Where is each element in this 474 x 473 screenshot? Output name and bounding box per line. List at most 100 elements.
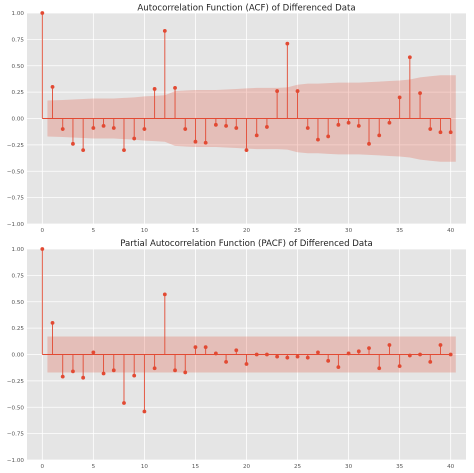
y-tick-label: 0.25 [12,90,25,96]
stem-marker [346,351,351,356]
stem-marker [142,409,147,414]
x-tick-label: 40 [447,228,455,234]
chart-title: Autocorrelation Function (ACF) of Differ… [137,4,355,14]
stem-marker [111,126,116,130]
x-tick-label: 15 [192,228,200,234]
x-tick-label: 0 [41,228,45,234]
y-tick-label: −0.75 [7,432,25,438]
stem-marker [142,127,147,131]
y-tick-label: 0.75 [12,37,25,43]
x-tick-label: 15 [192,464,200,470]
stem-marker [193,345,198,350]
stem-marker [326,358,331,363]
stem-marker [254,133,259,138]
stem-marker [71,369,75,374]
stem-marker [203,345,208,350]
stem-marker [173,86,177,90]
stem-marker [224,359,228,364]
stem-marker [91,126,96,130]
x-tick-label: 30 [345,464,353,470]
acf-panel: −1.00 −0.75 −0.50 −0.25 0.00 0.25 0.50 0.75 1.00… [7,4,466,234]
stem-marker [356,123,361,128]
stem-marker [40,11,45,15]
chart-title: Partial Autocorrelation Function (PACF) … [120,239,373,249]
stem-marker [81,148,86,153]
stem-marker [367,141,371,146]
stem-marker [152,87,157,91]
stem-marker [50,320,55,325]
stem-marker [81,375,86,380]
y-tick-label: −0.75 [7,196,25,202]
x-tick-label: 5 [92,228,96,234]
stem-marker [275,354,280,359]
stem-marker [275,89,280,93]
stem-marker [356,349,361,354]
y-tick-label: −0.50 [7,169,25,175]
stem-marker [193,139,198,144]
stem-marker [152,366,157,371]
stem-marker [326,134,331,139]
stem-marker [316,350,320,355]
stem-marker [71,141,75,146]
stem-marker [295,354,300,359]
stem-marker [162,29,167,33]
stem-marker [346,120,351,125]
stem-marker [285,355,290,360]
stem-marker [336,365,341,370]
stem-marker [438,130,443,135]
stem-marker [285,41,290,46]
y-tick-label: 0.00 [12,117,25,123]
stem-marker [224,123,228,128]
stem-marker [244,148,249,153]
stem-marker [203,140,208,145]
stem-marker [244,362,249,366]
stem-marker [162,292,167,297]
y-tick-label: −0.25 [7,143,25,149]
y-tick-label: −1.00 [7,222,25,228]
x-tick-label: 25 [294,228,302,234]
stem-marker [40,247,45,251]
stem-marker [387,120,392,125]
y-tick-label: −1.00 [7,458,25,464]
y-tick-label: 0.00 [12,353,25,359]
x-tick-label: 25 [294,464,302,470]
y-tick-label: 0.50 [12,300,25,306]
y-tick-label: 0.75 [12,273,25,279]
y-tick-label: −0.50 [7,405,25,411]
x-tick-label: 0 [41,464,45,470]
stem-marker [101,123,106,128]
stem-marker [397,95,402,100]
stem-marker [91,350,96,355]
stem-marker [254,352,259,357]
y-tick-label: 1.00 [12,11,25,17]
stem-marker [336,122,341,127]
stem-marker [295,89,300,93]
stem-marker [60,374,65,379]
x-tick-label: 10 [141,228,149,234]
stem-marker [234,126,239,130]
stem-marker [50,84,55,89]
stem-marker [438,343,443,347]
stem-marker [265,352,269,357]
x-tick-label: 30 [345,228,353,234]
stem-marker [418,352,422,357]
stem-marker [111,368,116,373]
stem-marker [122,401,126,405]
stem-marker [377,366,382,371]
x-tick-label: 20 [243,228,251,234]
stem-marker [377,133,382,138]
stem-marker [418,91,422,96]
stem-marker [101,371,106,376]
x-tick-label: 10 [141,464,149,470]
stem-marker [316,137,320,142]
y-tick-label: 1.00 [12,247,25,253]
x-tick-label: 40 [447,464,455,470]
y-tick-label: 0.50 [12,64,25,70]
x-tick-label: 35 [396,228,404,234]
stem-marker [234,348,239,353]
stem-marker [132,373,137,378]
stem-marker [173,368,177,373]
stem-marker [213,351,218,356]
stem-marker [407,55,412,60]
y-tick-label: −0.25 [7,379,25,385]
